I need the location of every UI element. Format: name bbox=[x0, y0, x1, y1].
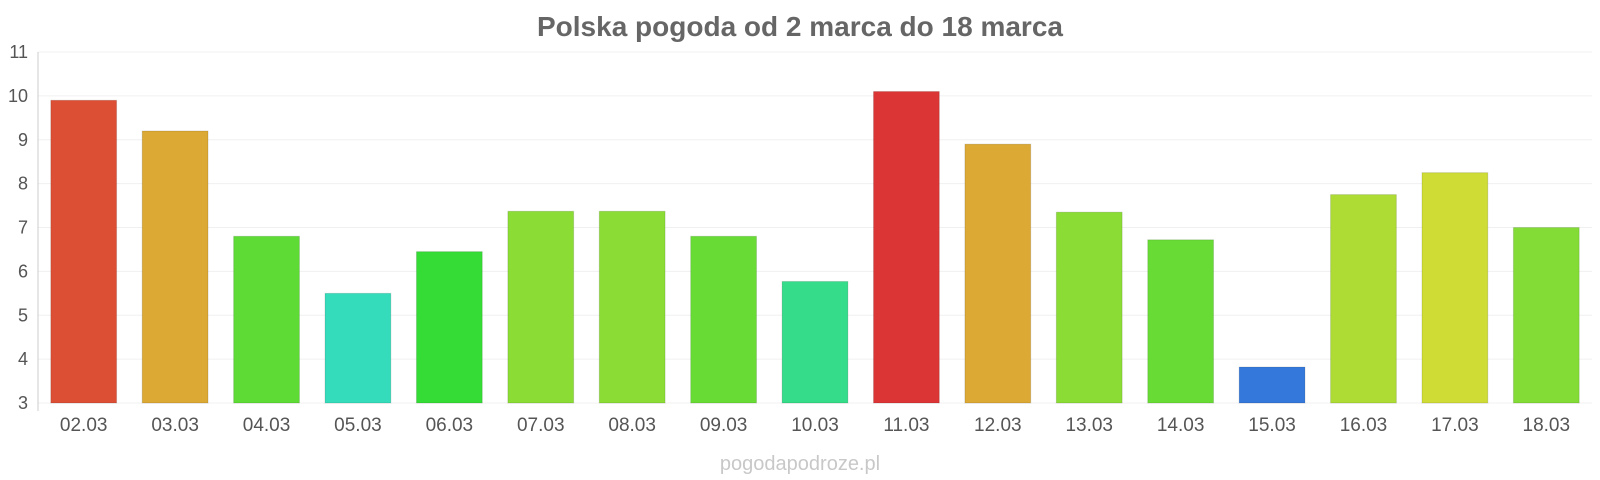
x-tick-label: 15.03 bbox=[1248, 415, 1296, 436]
x-tick-label: 04.03 bbox=[243, 415, 291, 436]
bar-11.03 bbox=[873, 90, 940, 404]
bar-03.03 bbox=[141, 130, 209, 404]
x-tick-label: 07.03 bbox=[517, 415, 565, 436]
y-tick-label: 10 bbox=[8, 86, 28, 106]
y-tick-label: 8 bbox=[18, 174, 28, 194]
x-tick-label: 10.03 bbox=[791, 415, 839, 436]
y-tick-label: 7 bbox=[18, 218, 28, 238]
bar-14.03 bbox=[1147, 239, 1215, 404]
bar-05.03 bbox=[324, 292, 392, 404]
chart-title: Polska pogoda od 2 marca do 18 marca bbox=[537, 11, 1063, 42]
bar-06.03 bbox=[415, 251, 483, 404]
x-tick-label: 09.03 bbox=[700, 415, 748, 436]
x-tick-label: 16.03 bbox=[1340, 415, 1388, 436]
bar-08.03 bbox=[598, 210, 666, 404]
bar-13.03 bbox=[1055, 211, 1123, 404]
x-tick-label: 06.03 bbox=[426, 415, 474, 436]
x-axis-ticks: 02.03 03.03 04.03 05.03 06.03 07.03 08.03 09.03… bbox=[60, 415, 1570, 436]
y-axis-ticks: 3 4 5 6 7 8 9 10 11 bbox=[8, 42, 28, 413]
bar-09.03 bbox=[690, 235, 757, 404]
bar-16.03 bbox=[1330, 194, 1397, 404]
x-tick-label: 17.03 bbox=[1431, 415, 1479, 436]
bar-04.03 bbox=[233, 235, 300, 404]
watermark: pogodapodroze.pl bbox=[720, 453, 880, 475]
bar-07.03 bbox=[507, 210, 575, 404]
x-tick-label: 11.03 bbox=[883, 415, 929, 436]
bar-15.03 bbox=[1238, 366, 1306, 404]
y-tick-label: 5 bbox=[18, 305, 28, 325]
x-tick-label: 02.03 bbox=[60, 415, 108, 436]
x-tick-label: 14.03 bbox=[1157, 415, 1205, 436]
bars bbox=[50, 90, 1580, 404]
x-tick-label: 08.03 bbox=[608, 415, 656, 436]
bar-12.03 bbox=[964, 143, 1032, 404]
y-tick-label: 6 bbox=[18, 261, 28, 281]
x-tick-label: 12.03 bbox=[974, 415, 1022, 436]
y-tick-label: 4 bbox=[18, 349, 28, 369]
y-tick-label: 3 bbox=[18, 393, 28, 413]
y-tick-label: 9 bbox=[18, 130, 28, 150]
x-tick-label: 03.03 bbox=[151, 415, 199, 436]
x-tick-label: 05.03 bbox=[334, 415, 382, 436]
x-tick-label: 18.03 bbox=[1523, 415, 1571, 436]
bar-10.03 bbox=[781, 280, 849, 404]
bar-02.03 bbox=[50, 99, 118, 404]
bar-17.03 bbox=[1421, 172, 1489, 404]
y-tick-label: 11 bbox=[9, 42, 28, 62]
bar-18.03 bbox=[1512, 227, 1580, 404]
x-tick-label: 13.03 bbox=[1065, 415, 1113, 436]
